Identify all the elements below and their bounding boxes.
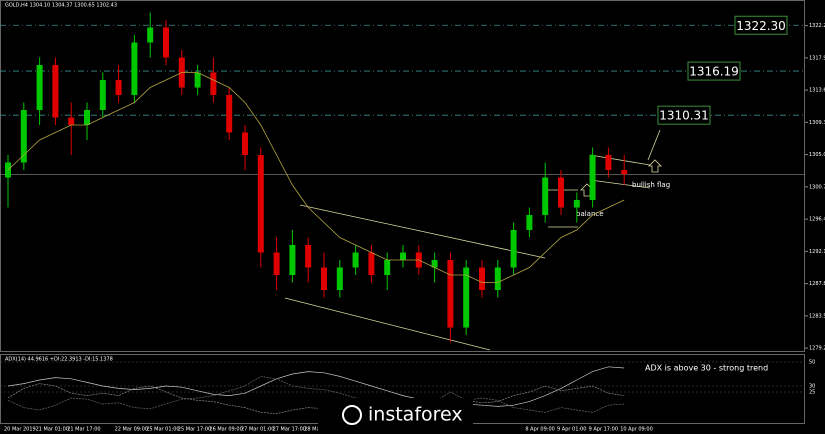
level-tag-box	[734, 15, 788, 35]
x-tick-label: 26 Mar 09:00	[209, 427, 242, 433]
chart-title: GOLD,H4 1304.10 1304.37 1300.65 1302.43	[5, 3, 117, 9]
candle-body	[84, 110, 90, 125]
candle-body	[336, 267, 343, 290]
candle-body	[131, 42, 138, 95]
candle-body	[52, 65, 59, 118]
adx-line	[7, 383, 625, 414]
candle-body	[20, 110, 27, 163]
watermark: instaforex	[318, 398, 473, 432]
up-arrow	[648, 159, 662, 173]
level-tag: 1316.19	[689, 65, 739, 79]
x-tick-label: 27 Mar 01:00	[241, 427, 274, 433]
x-tick-label: 21 Mar 17:00	[67, 427, 100, 433]
candle-body	[621, 170, 628, 175]
x-tick-label: 20 Mar 2019	[4, 427, 36, 433]
candle-body	[352, 252, 359, 268]
candle-body	[542, 177, 549, 215]
x-tick-label: 25 Mar 17:00	[178, 427, 211, 433]
target-line	[647, 129, 661, 161]
logo-icon	[342, 405, 362, 425]
x-tick-label: 9 Apr 17:00	[589, 427, 618, 433]
y-tick-label: 1283.55	[809, 313, 825, 319]
y-tick-label: 1300.75	[809, 184, 825, 190]
level-tag-box	[657, 105, 711, 125]
candle-body	[273, 252, 280, 275]
candle-body	[289, 245, 296, 275]
y-tick-label: 1292.15	[809, 249, 825, 255]
x-tick-label: 25 Mar 01:00	[146, 427, 179, 433]
adx-tick-label: 30	[809, 384, 815, 390]
candle-body	[573, 200, 580, 208]
y-tick-label: 1317.95	[809, 55, 825, 61]
adx-line	[7, 366, 625, 407]
y-tick-label: 1309.35	[809, 120, 825, 126]
y-tick-label: 1296.45	[809, 217, 825, 223]
candle-body	[242, 132, 248, 155]
annotation: bullish flag	[632, 181, 670, 189]
adx-label: ADX(14) 44.9616 +DI:22.3913 -DI:15.1378	[5, 357, 113, 363]
logo-text: instaforex	[368, 404, 463, 426]
flag-upper	[589, 154, 651, 166]
adx-tick-label: 50	[809, 360, 815, 366]
y-tick-label: 1305.05	[809, 152, 825, 158]
candle-body	[400, 252, 406, 260]
flag-lower	[589, 179, 651, 189]
candle-body	[384, 260, 391, 275]
annotation: balance	[576, 210, 604, 218]
candle-body	[257, 155, 264, 253]
x-tick-label: 22 Mar 09:00	[115, 427, 148, 433]
x-tick-label: 9 Apr 01:00	[557, 427, 586, 433]
x-tick-label: 21 Mar 01:00	[36, 427, 69, 433]
candle-body	[99, 80, 106, 110]
candle-body	[68, 117, 75, 125]
candle-body	[115, 80, 122, 95]
level-tag: 1310.31	[659, 109, 709, 123]
y-tick-label: 1279.25	[809, 346, 825, 352]
candle-body	[431, 260, 438, 268]
candle-body	[558, 177, 564, 208]
candle-body	[510, 230, 517, 268]
candle-body	[226, 95, 233, 133]
adx-line	[7, 376, 625, 413]
annotation: ADX is above 30 - strong trend	[645, 364, 768, 373]
candle-body	[494, 267, 501, 290]
y-tick-label: 1313.65	[809, 88, 825, 94]
candle-body	[194, 72, 201, 88]
candle-body	[589, 155, 596, 200]
y-tick-label: 1287.85	[809, 281, 825, 287]
channel-upper	[299, 204, 546, 259]
candle-body	[479, 267, 485, 290]
y-tick-label: 1322.25	[809, 23, 825, 29]
candle-body	[147, 27, 154, 43]
candle-body	[526, 215, 533, 230]
candle-body	[321, 267, 327, 290]
level-tag: 1322.30	[736, 19, 786, 33]
candle-body	[447, 260, 454, 328]
main-frame	[0, 0, 805, 352]
candle-body	[305, 245, 312, 268]
x-tick-label: 10 Apr 09:00	[620, 427, 653, 433]
adx-tick-label: 25	[809, 390, 815, 396]
candle-body	[605, 155, 612, 170]
candle-body	[163, 27, 169, 58]
channel-lower	[284, 297, 491, 351]
candle-body	[368, 252, 375, 275]
x-tick-label: 8 Apr 09:00	[525, 427, 554, 433]
moving-average	[7, 72, 625, 283]
x-tick-label: 27 Mar 17:00	[273, 427, 306, 433]
candle-body	[463, 267, 470, 328]
level-tag-box	[687, 61, 741, 81]
candle-body	[210, 72, 217, 95]
candle-body	[36, 65, 43, 110]
